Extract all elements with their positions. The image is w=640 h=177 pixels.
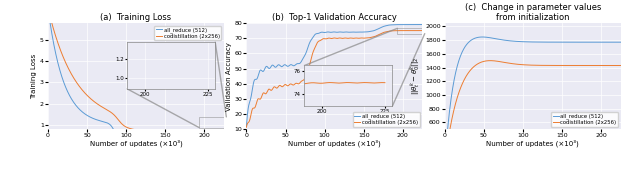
codistillation (2x256) (593, 64, 601, 67)
Bar (397, 28, 425, 34)
X-axis label: Number of updates (×10³): Number of updates (×10³) (486, 140, 579, 147)
Y-axis label: $||\theta_t^k - \theta_0^k||_2$: $||\theta_t^k - \theta_0^k||_2$ (409, 57, 422, 95)
all_reduce (512) (170, 146, 177, 148)
all_reduce (512) (368, 30, 376, 32)
codistillation (2x256) (119, 124, 127, 126)
Bar (199, 117, 227, 127)
all_reduce (512) (289, 64, 296, 66)
all_reduce (512) (90, 118, 98, 120)
codistillation (2x256) (243, 126, 250, 128)
codistillation (2x256) (90, 100, 98, 102)
codistillation (2x256) (617, 64, 625, 67)
codistillation (2x256) (441, 162, 449, 165)
codistillation (2x256) (220, 145, 228, 147)
Legend: all_reduce (512), codistillation (2x256): all_reduce (512), codistillation (2x256) (551, 112, 618, 127)
Title: (a)  Training Loss: (a) Training Loss (100, 13, 172, 22)
Y-axis label: Validation Accuracy: Validation Accuracy (225, 42, 232, 111)
X-axis label: Number of updates (×10³): Number of updates (×10³) (288, 140, 381, 147)
all_reduce (512) (593, 41, 601, 43)
all_reduce (512) (44, 7, 52, 9)
X-axis label: Number of updates (×10³): Number of updates (×10³) (90, 140, 182, 147)
codistillation (2x256) (170, 144, 177, 146)
codistillation (2x256) (177, 144, 184, 146)
Title: (c)  Change in parameter values
from initialization: (c) Change in parameter values from init… (465, 3, 601, 22)
Legend: all_reduce (512), codistillation (2x256): all_reduce (512), codistillation (2x256) (154, 26, 221, 40)
codistillation (2x256) (419, 30, 426, 32)
all_reduce (512) (177, 146, 184, 148)
codistillation (2x256) (460, 79, 468, 81)
all_reduce (512) (479, 36, 486, 38)
all_reduce (512) (196, 146, 204, 148)
all_reduce (512) (394, 24, 402, 26)
codistillation (2x256) (63, 65, 71, 67)
codistillation (2x256) (262, 93, 269, 95)
all_reduce (512) (317, 31, 325, 33)
codistillation (2x256) (394, 30, 402, 32)
codistillation (2x256) (44, 7, 52, 9)
all_reduce (512) (566, 41, 574, 43)
Line: all_reduce (512): all_reduce (512) (445, 37, 621, 164)
all_reduce (512) (243, 125, 250, 127)
codistillation (2x256) (573, 64, 581, 67)
codistillation (2x256) (289, 84, 296, 86)
codistillation (2x256) (487, 60, 495, 62)
all_reduce (512) (487, 37, 495, 39)
all_reduce (512) (460, 47, 468, 50)
Line: all_reduce (512): all_reduce (512) (48, 8, 224, 147)
Line: codistillation (2x256): codistillation (2x256) (48, 8, 224, 146)
Y-axis label: Training Loss: Training Loss (31, 53, 37, 99)
codistillation (2x256) (317, 39, 325, 41)
codistillation (2x256) (196, 145, 204, 147)
Line: codistillation (2x256): codistillation (2x256) (246, 31, 422, 127)
codistillation (2x256) (407, 30, 415, 32)
all_reduce (512) (410, 23, 418, 25)
all_reduce (512) (220, 146, 228, 148)
Line: all_reduce (512): all_reduce (512) (246, 24, 422, 126)
codistillation (2x256) (516, 63, 524, 65)
Title: (b)  Top-1 Validation Accuracy: (b) Top-1 Validation Accuracy (272, 13, 397, 22)
Line: codistillation (2x256): codistillation (2x256) (445, 61, 621, 164)
all_reduce (512) (63, 90, 71, 92)
codistillation (2x256) (375, 33, 383, 36)
codistillation (2x256) (566, 64, 574, 67)
all_reduce (512) (419, 24, 426, 26)
all_reduce (512) (119, 139, 127, 141)
codistillation (2x256) (486, 60, 494, 62)
all_reduce (512) (441, 163, 449, 165)
all_reduce (512) (262, 66, 269, 68)
Legend: all_reduce (512), codistillation (2x256): all_reduce (512), codistillation (2x256) (353, 112, 420, 127)
all_reduce (512) (573, 41, 581, 43)
all_reduce (512) (375, 27, 383, 30)
all_reduce (512) (617, 41, 625, 43)
codistillation (2x256) (368, 36, 376, 38)
all_reduce (512) (516, 41, 524, 43)
